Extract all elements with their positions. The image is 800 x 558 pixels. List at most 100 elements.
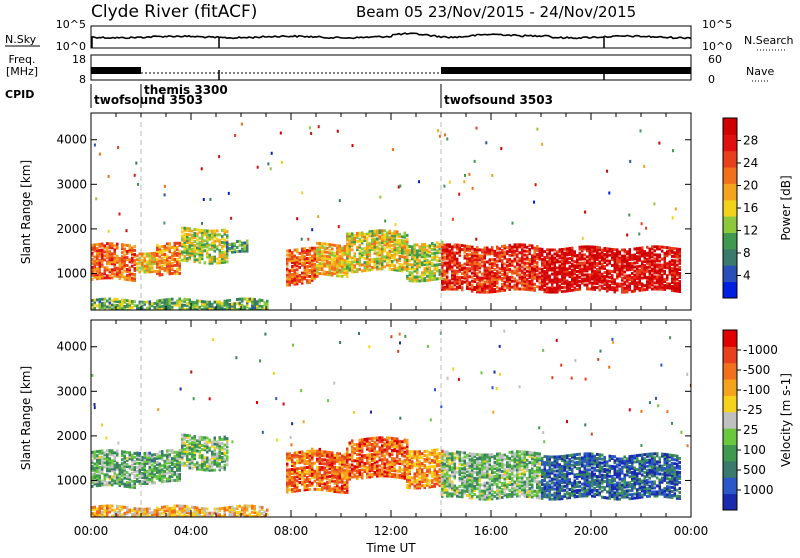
power-echo-1228 xyxy=(379,229,382,232)
velocity-echo-99 xyxy=(109,475,112,478)
power-ytick-label-1: 2000 xyxy=(56,222,87,236)
power-echo-2588 xyxy=(586,283,589,286)
power-echo-2018 xyxy=(499,247,502,250)
power-echo-3049 xyxy=(654,249,657,252)
cpid-segment-2: twofsound 3503 xyxy=(444,93,553,107)
velocity-echo-1093 xyxy=(351,476,354,479)
power-echo-1087 xyxy=(356,268,359,271)
power-echo-2123 xyxy=(516,267,519,270)
power-echo-1034 xyxy=(346,247,349,250)
velocity-echo-699 xyxy=(289,468,292,471)
velocity-echo-559 xyxy=(204,468,207,471)
power-echo-3523 xyxy=(261,305,264,308)
power-echo-2047 xyxy=(504,263,507,266)
power-echo-593 xyxy=(216,229,219,232)
nsky-left-tick-bottom: 10^0 xyxy=(56,40,86,53)
power-echo-322 xyxy=(159,246,162,249)
power-echo-2793 xyxy=(616,273,619,276)
velocity-echo-843 xyxy=(311,448,314,451)
velocity-echo-1132 xyxy=(356,443,359,446)
power-echo-323 xyxy=(161,273,164,276)
power-echo-495 xyxy=(196,242,199,245)
power-ytick-label-2: 3000 xyxy=(56,177,87,191)
power-echo-1406 xyxy=(406,255,409,258)
velocity-echo-237 xyxy=(136,470,139,473)
velocity-echo-612 xyxy=(214,443,217,446)
velocity-echo-421 xyxy=(174,455,177,458)
velocity-echo-496 xyxy=(189,438,192,441)
velocity-echo-647 xyxy=(221,446,224,449)
velocity-echo-226 xyxy=(134,474,137,477)
power-echo-2075 xyxy=(509,276,512,279)
velocity-echo-540 xyxy=(199,450,202,453)
velocity-echo-1080 xyxy=(346,448,349,451)
power-echo-912 xyxy=(326,251,329,254)
power-echo-190 xyxy=(126,268,129,271)
velocity-echo-418 xyxy=(174,463,177,466)
velocity-echo-614 xyxy=(214,437,217,440)
power-echo-2560 xyxy=(581,278,584,281)
power-echo-2891 xyxy=(631,272,634,275)
power-sparse-echo-31 xyxy=(267,162,269,165)
power-echo-3079 xyxy=(659,264,662,267)
power-echo-1165 xyxy=(369,242,372,245)
power-sparse-echo-23 xyxy=(117,146,119,149)
power-echo-1259 xyxy=(384,233,387,236)
velocity-echo-235 xyxy=(136,478,139,481)
velocity-echo-1020 xyxy=(341,485,344,488)
velocity-echo-762 xyxy=(299,455,302,458)
power-echo-1405 xyxy=(406,259,409,262)
power-echo-2968 xyxy=(644,288,647,291)
power-echo-84 xyxy=(106,274,109,277)
power-echo-2838 xyxy=(624,287,627,290)
freq-right-tick-top: 60 xyxy=(708,53,722,66)
power-sparse-echo-48 xyxy=(379,196,381,199)
velocity-echo-570 xyxy=(204,436,207,439)
power-echo-3492 xyxy=(244,298,247,301)
power-echo-783 xyxy=(304,255,307,258)
velocity-echo-1172 xyxy=(364,454,367,457)
velocity-echo-1128 xyxy=(356,453,359,456)
power-echo-1809 xyxy=(469,245,472,248)
power-sparse-echo-42 xyxy=(645,227,647,230)
power-echo-1427 xyxy=(411,271,414,274)
power-echo-32 xyxy=(96,267,99,270)
power-echo-3315 xyxy=(149,311,152,314)
velocity-echo-1141 xyxy=(359,457,362,460)
power-echo-1440 xyxy=(414,276,417,279)
power-echo-2693 xyxy=(599,246,602,249)
power-echo-52 xyxy=(99,259,102,262)
power-echo-3099 xyxy=(661,246,664,249)
power-echo-476 xyxy=(191,230,194,233)
power-echo-3506 xyxy=(251,298,254,301)
velocity-echo-1218 xyxy=(371,453,374,456)
power-sparse-echo-19 xyxy=(638,233,640,236)
power-echo-296 xyxy=(154,252,157,255)
power-echo-2678 xyxy=(599,284,602,287)
power-echo-1761 xyxy=(461,244,464,247)
power-sparse-echo-68 xyxy=(628,214,630,217)
power-echo-3192 xyxy=(676,260,679,263)
power-echo-864 xyxy=(316,242,319,245)
velocity-echo-1226 xyxy=(374,471,377,474)
nsky-left-tick-top: 10^5 xyxy=(56,18,86,31)
power-echo-220 xyxy=(131,247,134,250)
power-echo-2024 xyxy=(501,277,504,280)
velocity-echo-763 xyxy=(299,451,302,454)
power-echo-1891 xyxy=(481,265,484,268)
power-echo-3267 xyxy=(119,300,122,303)
velocity-echo-42 xyxy=(96,450,99,453)
power-echo-2725 xyxy=(604,247,607,250)
power-echo-1092 xyxy=(356,246,359,249)
power-echo-3512 xyxy=(254,298,257,301)
power-sparse-echo-78 xyxy=(606,170,608,173)
power-echo-1109 xyxy=(359,238,362,241)
power-echo-581 xyxy=(214,240,217,243)
power-echo-2398 xyxy=(556,271,559,274)
power-echo-2601 xyxy=(586,245,589,248)
velocity-echo-213 xyxy=(131,472,134,475)
power-echo-86 xyxy=(106,266,109,269)
power-echo-1989 xyxy=(494,250,497,253)
power-echo-2301 xyxy=(541,248,544,251)
power-echo-41 xyxy=(96,247,99,250)
